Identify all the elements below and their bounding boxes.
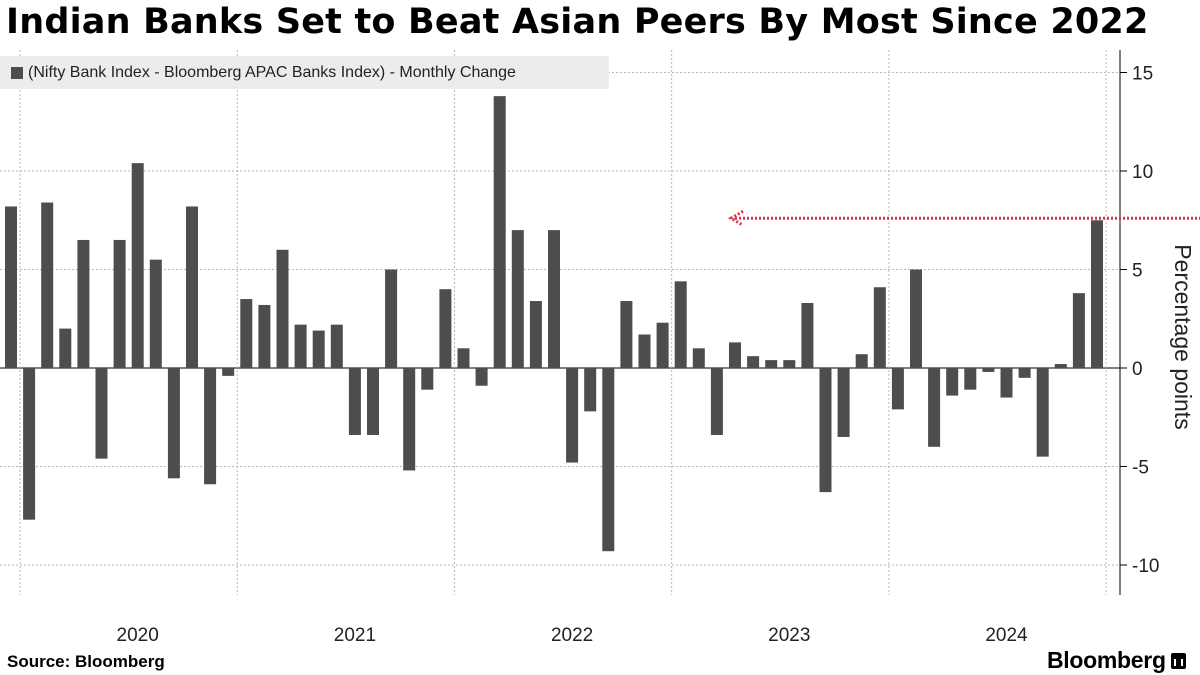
x-tick-label: 2024 bbox=[985, 625, 1028, 646]
bar bbox=[729, 342, 741, 368]
bar bbox=[475, 368, 488, 386]
bar bbox=[367, 368, 379, 435]
bar bbox=[602, 368, 615, 552]
bloomberg-logo: Bloomberg bbox=[1047, 647, 1186, 674]
bar bbox=[891, 368, 904, 410]
bar bbox=[1091, 220, 1103, 368]
bar bbox=[41, 202, 54, 368]
bar bbox=[674, 281, 687, 368]
bar bbox=[403, 368, 416, 471]
terminal-icon bbox=[1170, 652, 1186, 669]
x-tick-label: 2021 bbox=[334, 625, 376, 646]
bar bbox=[59, 328, 72, 368]
y-tick-label: 15 bbox=[1132, 64, 1153, 85]
y-tick-label: -5 bbox=[1132, 458, 1149, 479]
bar bbox=[837, 368, 850, 437]
bar bbox=[167, 368, 180, 479]
bar bbox=[529, 301, 542, 368]
annotation-arrow-head bbox=[728, 209, 744, 227]
bar bbox=[1054, 364, 1067, 368]
bar bbox=[783, 360, 796, 368]
legend-swatch bbox=[11, 66, 23, 79]
bar bbox=[566, 368, 579, 463]
bar bbox=[855, 354, 868, 368]
bar bbox=[421, 368, 434, 390]
bar bbox=[964, 368, 977, 390]
bar bbox=[95, 368, 108, 459]
bar bbox=[548, 230, 560, 368]
annotation-layer bbox=[728, 209, 1200, 227]
bar bbox=[23, 368, 36, 520]
brand-text: Bloomberg bbox=[1047, 647, 1166, 673]
legend-label: (Nifty Bank Index - Bloomberg APAC Banks… bbox=[28, 63, 516, 81]
bar bbox=[1072, 293, 1085, 368]
bar bbox=[330, 324, 343, 368]
bar bbox=[77, 239, 90, 368]
bar bbox=[222, 368, 235, 376]
bar bbox=[747, 356, 760, 368]
x-tick-label: 2023 bbox=[768, 625, 810, 646]
bar bbox=[819, 368, 832, 493]
bar bbox=[511, 230, 524, 368]
bar bbox=[258, 304, 271, 368]
bar bbox=[204, 368, 217, 485]
bar bbox=[620, 301, 633, 368]
bar bbox=[910, 269, 922, 368]
bar bbox=[186, 206, 198, 368]
bar bbox=[240, 299, 253, 368]
bar bbox=[131, 163, 144, 368]
bar bbox=[276, 249, 289, 368]
bar bbox=[765, 360, 778, 368]
bar bbox=[710, 368, 723, 435]
bar bbox=[439, 289, 452, 368]
bar bbox=[312, 330, 325, 368]
bar bbox=[1000, 368, 1013, 398]
y-tick-label: 10 bbox=[1132, 162, 1153, 183]
bar bbox=[5, 206, 17, 368]
bar bbox=[294, 324, 307, 368]
bar bbox=[638, 334, 651, 368]
bars-layer bbox=[5, 96, 1103, 552]
y-axis-label: Percentage points bbox=[1170, 244, 1196, 429]
y-tick-label: -10 bbox=[1132, 556, 1159, 577]
y-tick-label: 0 bbox=[1132, 359, 1143, 380]
bar bbox=[982, 368, 995, 372]
bar bbox=[1018, 368, 1031, 378]
bar bbox=[656, 322, 669, 368]
chart-title: Indian Banks Set to Beat Asian Peers By … bbox=[6, 2, 1149, 42]
bar bbox=[493, 96, 506, 368]
x-tick-label: 2020 bbox=[117, 625, 159, 646]
y-tick-label: 5 bbox=[1132, 261, 1143, 282]
source-note: Source: Bloomberg bbox=[7, 652, 165, 671]
bar bbox=[873, 287, 886, 368]
bar bbox=[928, 368, 941, 447]
bar bbox=[457, 348, 470, 368]
bar bbox=[1036, 368, 1049, 457]
bar bbox=[946, 368, 959, 396]
bar bbox=[348, 368, 361, 435]
bar bbox=[385, 269, 398, 368]
bar bbox=[801, 302, 814, 368]
bar bbox=[113, 239, 126, 368]
x-tick-label: 2022 bbox=[551, 625, 593, 646]
legend: (Nifty Bank Index - Bloomberg APAC Banks… bbox=[0, 56, 609, 89]
bar bbox=[584, 368, 597, 412]
bar bbox=[692, 348, 705, 368]
bar bbox=[149, 259, 162, 368]
